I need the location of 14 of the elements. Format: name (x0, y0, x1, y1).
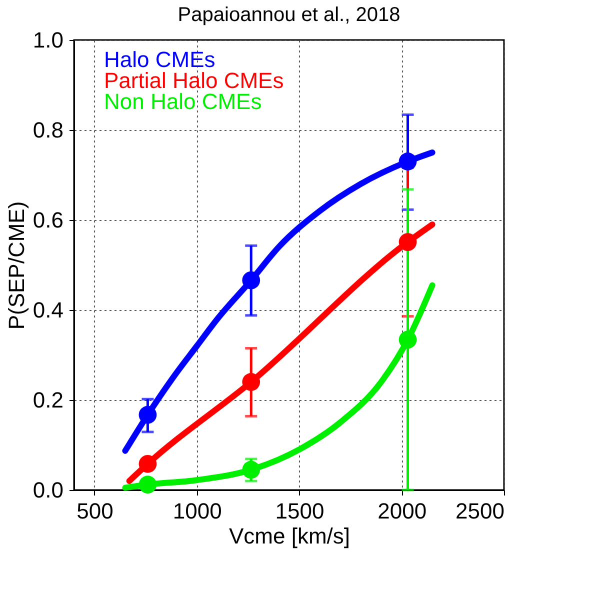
x-axis-title: Vcme [km/s] (228, 524, 350, 548)
x-tick-label: 1000 (172, 498, 222, 524)
x-tick-label: 2000 (378, 498, 427, 524)
x-tick-label: 1500 (275, 498, 324, 524)
x-tick-label: 500 (76, 498, 114, 524)
x-tick-label: 2500 (456, 498, 504, 524)
y-tick-label: 0.0 (32, 478, 64, 502)
y-axis-title: P(SEP/CME) (4, 201, 29, 330)
y-tick-label: 0.4 (32, 298, 64, 322)
y-tick-label: 0.8 (32, 118, 64, 142)
chart-title: Papaioannou et al., 2018 (178, 4, 400, 26)
y-tick-label: 0.6 (32, 208, 64, 232)
y-tick-label: 1.0 (32, 28, 64, 52)
y-tick-label: 0.2 (32, 388, 64, 412)
